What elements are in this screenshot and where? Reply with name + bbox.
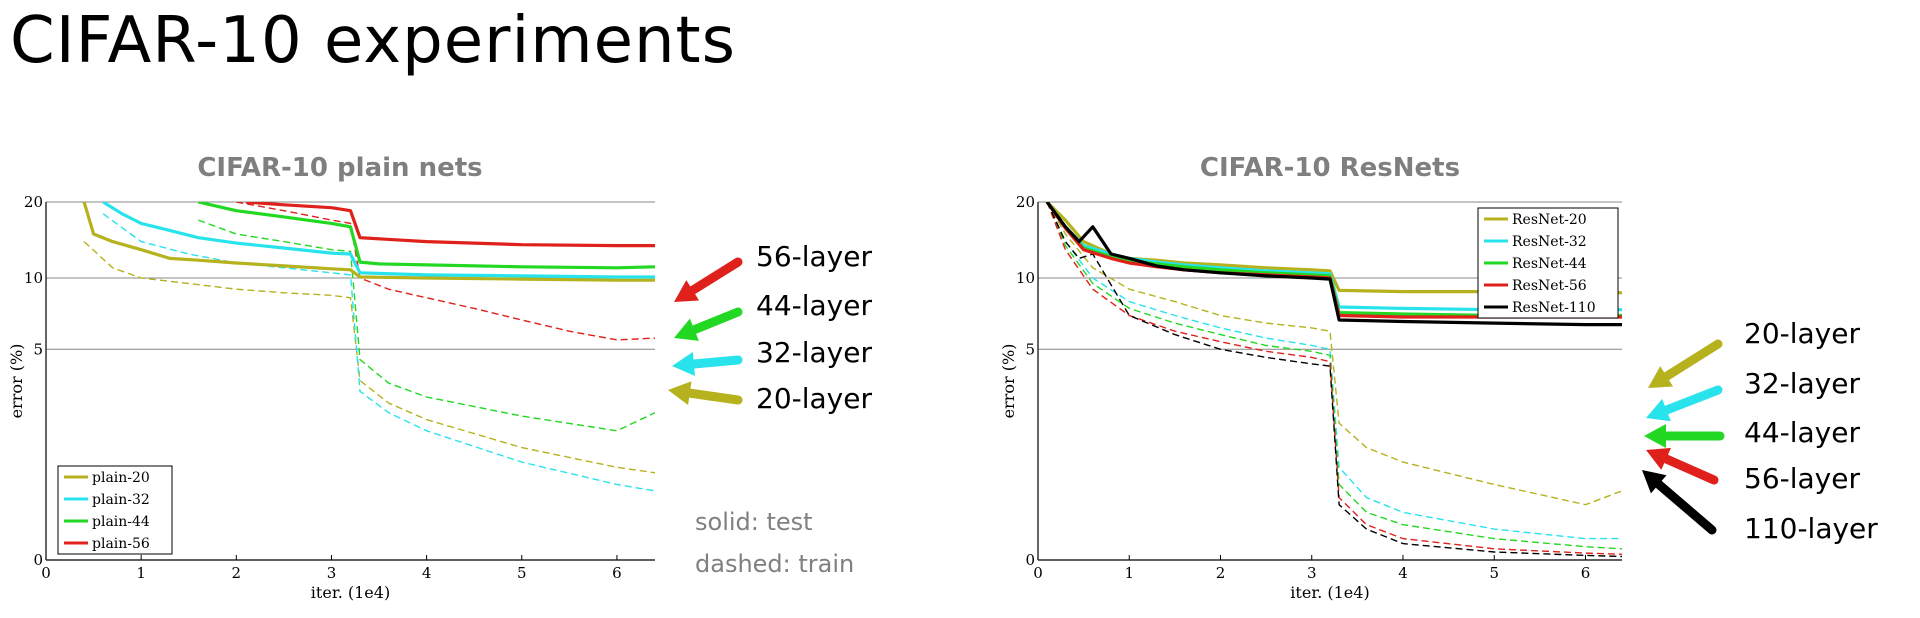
legend-label-plain-44: plain-44 [92,514,150,530]
note-solid-test: solid: test [695,508,813,536]
chart-title: CIFAR-10 plain nets [197,153,482,183]
annotation-label-20-layer: 20-layer [756,382,872,415]
legend-label-resnet-20: ResNet-20 [1512,212,1587,228]
series-train-plain-44 [198,219,655,432]
annotation-label-110-layer: 110-layer [1744,512,1878,545]
legend: plain-20 plain-32 plain-44 plain-56 [57,465,173,555]
y-tick-label: 20 [1016,193,1035,211]
annotation-label-56-layer: 56-layer [756,240,872,273]
annotation-arrow-56-layer [688,257,743,295]
legend-label-resnet-56: ResNet-56 [1512,278,1587,294]
legend-label-resnet-44: ResNet-44 [1512,256,1587,272]
chart-title: CIFAR-10 ResNets [1200,153,1460,183]
series-test-plain-32 [102,202,655,279]
annotation-label-32-layer: 32-layer [1744,367,1860,400]
annotation-label-44-layer: 44-layer [756,289,872,322]
annotation-arrow-32-layer [1662,385,1723,415]
annotation-label-32-layer: 32-layer [756,336,872,369]
y-tick-label: 0 [1025,551,1035,569]
annotation-arrowhead-56-layer [1646,447,1671,470]
annotation-arrow-32-layer [689,355,743,369]
y-tick-label: 5 [33,340,43,358]
series-train-resnet-32 [1046,202,1622,540]
series-test-plain-44 [197,202,655,270]
annotation-arrow-20-layer [685,388,743,405]
x-tick-label: 5 [517,564,527,582]
annotation-arrowhead-32-layer [1646,398,1671,422]
annotation-arrow-56-layer [1661,454,1719,485]
y-axis-label: error (%) [999,344,1018,419]
legend-box [57,465,173,555]
note-dashed-train: dashed: train [695,550,854,578]
legend-label-plain-56: plain-56 [92,536,150,552]
y-axis-label: error (%) [7,344,26,419]
series-train-plain-56 [236,202,655,341]
legend-label-plain-20: plain-20 [92,470,150,486]
plot-area [82,202,655,492]
series-test-plain-56 [245,202,655,248]
x-tick-label: 6 [1581,564,1591,582]
legend-label-resnet-110: ResNet-110 [1512,300,1596,316]
series-train-plain-20 [83,241,655,474]
x-tick-label: 2 [1216,564,1226,582]
x-tick-label: 1 [136,564,146,582]
annotation-label-44-layer: 44-layer [1744,416,1860,449]
plain-nets-chart: CIFAR-10 plain nets 0 5 10 20 0 1 2 3 4 5 6 iter. (1… [7,153,872,602]
series-train-resnet-56 [1046,202,1622,555]
x-tick-label: 6 [612,564,622,582]
x-tick-label: 3 [327,564,337,582]
x-tick-label: 4 [422,564,432,582]
y-tick-label: 10 [24,269,43,287]
annotation-label-20-layer: 20-layer [1744,317,1860,350]
x-tick-label: 0 [1033,564,1043,582]
y-tick-label: 20 [24,193,43,211]
legend: ResNet-20 ResNet-32 ResNet-44 ResNet-56 ResN… [1477,207,1619,319]
annotation-arrow-110-layer [1654,479,1717,535]
series-test-resnet-20 [1045,202,1622,295]
series-test-resnet-110 [1045,202,1622,327]
series-train-plain-32 [102,213,655,492]
x-tick-label: 5 [1489,564,1499,582]
annotation-arrowhead-20-layer [668,381,692,405]
annotation-arrowhead-110-layer [1642,470,1667,494]
plot-area [1045,202,1622,558]
series-test-plain-20 [82,202,655,282]
annotation-arrowhead-20-layer [1648,366,1674,388]
annotation-arrowhead-32-layer [672,352,695,376]
x-tick-label: 2 [232,564,242,582]
legend-label-plain-32: plain-32 [92,492,150,508]
series-train-resnet-110 [1046,202,1622,558]
y-tick-label: 0 [33,551,43,569]
legend-label-resnet-32: ResNet-32 [1512,234,1587,250]
x-tick-label: 4 [1398,564,1408,582]
annotation-arrow-44-layer [689,307,743,335]
annotation-arrowhead-44-layer [674,318,699,341]
annotation-label-56-layer: 56-layer [1744,462,1860,495]
x-tick-label: 0 [41,564,51,582]
resnet-chart: CIFAR-10 ResNets 0 5 10 20 0 1 2 3 4 5 6 iter. (1e4)… [999,153,1878,602]
series-test-resnet-32 [1045,202,1622,312]
annotation-arrowhead-56-layer [674,280,700,302]
x-tick-label: 3 [1307,564,1317,582]
x-axis-label: iter. (1e4) [311,583,390,602]
y-tick-label: 10 [1016,269,1035,287]
annotation-arrowhead-44-layer [1644,424,1666,448]
annotation-arrow-20-layer [1662,339,1723,381]
y-tick-label: 5 [1025,340,1035,358]
series-test-resnet-44 [1045,202,1622,318]
x-tick-label: 1 [1124,564,1134,582]
x-axis-label: iter. (1e4) [1290,583,1369,602]
slide-title: CIFAR-10 experiments [10,4,736,78]
